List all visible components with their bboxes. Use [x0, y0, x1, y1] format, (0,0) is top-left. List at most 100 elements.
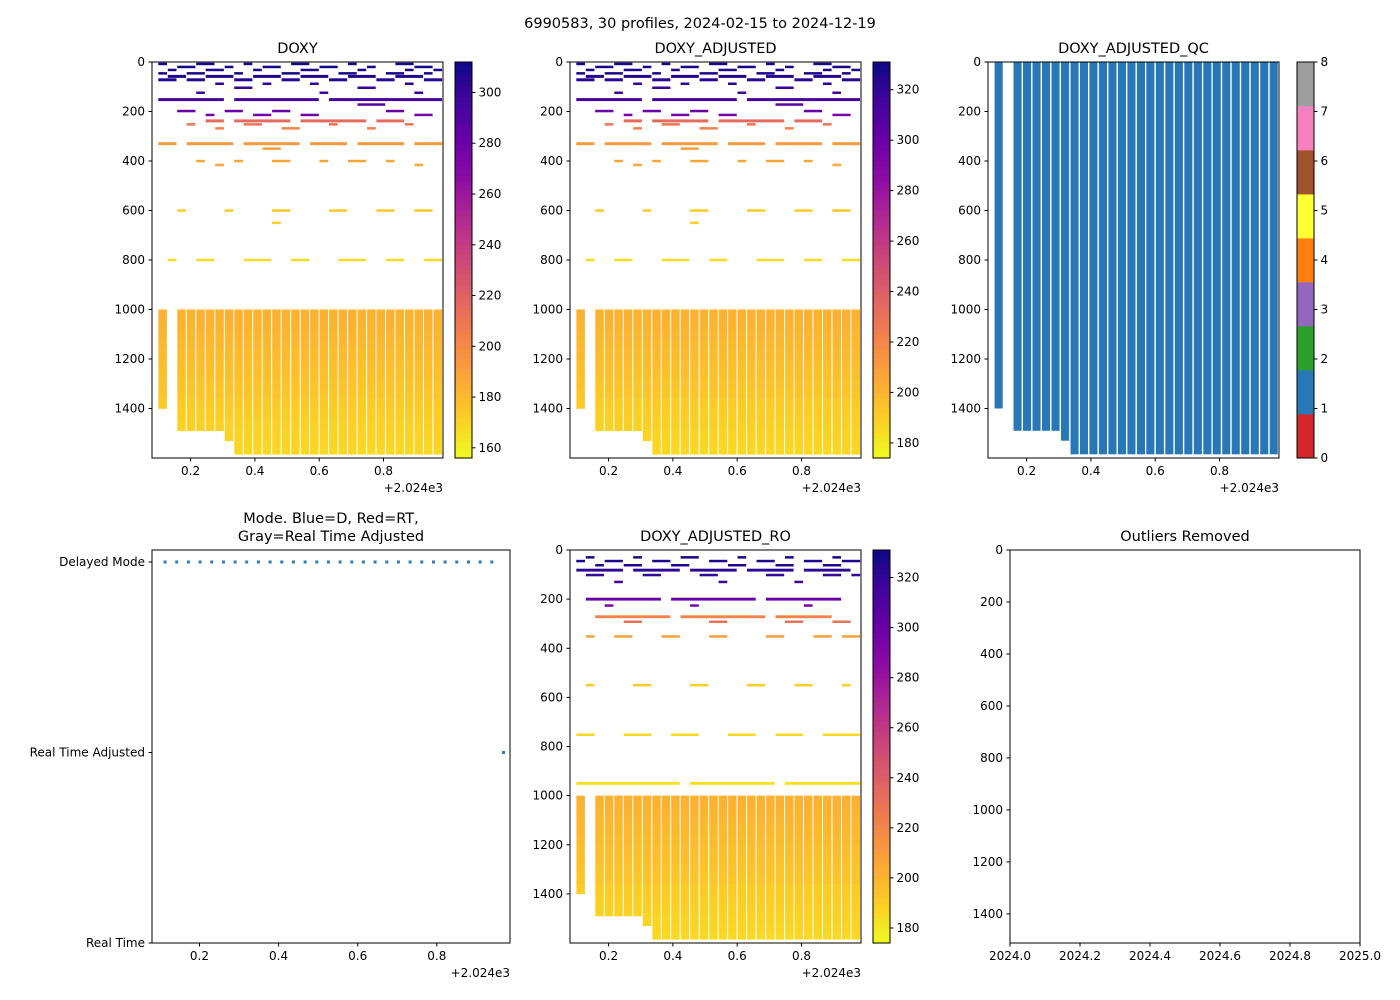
deep-block-cell — [794, 398, 803, 409]
heatmap-segment — [310, 82, 319, 85]
deep-block-cell — [281, 388, 291, 399]
deep-block-cell — [433, 438, 442, 449]
deep-block-cell — [357, 309, 367, 320]
deep-block-cell — [595, 418, 604, 429]
colorbar-gradient-step — [455, 284, 472, 291]
deep-block-cell — [367, 319, 376, 330]
colorbar-tick-label: 7 — [1321, 105, 1329, 119]
deep-block-cell — [177, 339, 186, 350]
deep-block-cell — [775, 854, 785, 865]
y-tick-label: 200 — [122, 105, 145, 119]
y-tick-label: 800 — [122, 253, 145, 267]
deep-block-cell — [633, 378, 642, 389]
deep-block-cell — [728, 854, 737, 865]
mode-dot — [280, 560, 284, 564]
deep-block-cell — [186, 418, 196, 429]
deep-block-cell — [300, 408, 310, 419]
deep-block-cell — [357, 359, 367, 370]
deep-block-cell — [842, 408, 851, 419]
y-tick-label: 0 — [555, 55, 563, 69]
mode-dot — [198, 560, 202, 564]
heatmap-segment — [272, 109, 291, 113]
heatmap-segment — [671, 68, 680, 72]
heatmap-segment — [803, 559, 823, 563]
deep-block-cell — [186, 368, 196, 380]
deep-block-cell — [186, 428, 196, 432]
deep-block-cell — [690, 795, 699, 806]
heatmap-segment — [832, 209, 851, 212]
colorbar-gradient-step — [455, 170, 472, 177]
mode-dot — [291, 560, 295, 564]
deep-block-cell — [395, 319, 404, 330]
deep-block-cell — [329, 408, 338, 419]
heatmap-segment — [367, 127, 376, 130]
heatmap-segment — [690, 683, 709, 687]
deep-block-cell — [424, 388, 433, 399]
colorbar-gradient-step — [873, 101, 890, 108]
deep-block-cell — [728, 438, 737, 449]
deep-block-cell — [747, 349, 756, 360]
deep-block-cell — [804, 378, 813, 389]
deep-block-cell — [576, 378, 585, 389]
deep-block-cell — [832, 398, 841, 409]
deep-block-cell — [661, 933, 671, 940]
colorbar-gradient-step — [873, 383, 890, 390]
y-tick-label: 600 — [540, 204, 563, 218]
deep-block-cell — [623, 319, 633, 330]
colorbar-gradient-step — [455, 398, 472, 405]
heatmap-segment — [699, 78, 718, 82]
deep-block-cell — [576, 825, 585, 836]
deep-block-cell — [386, 329, 395, 340]
deep-block-cell — [756, 388, 766, 399]
deep-block-cell — [576, 874, 585, 885]
y-tick-label: 1000 — [114, 303, 145, 317]
deep-block-cell — [196, 339, 205, 350]
deep-block-cell — [205, 398, 215, 409]
deep-block-cell — [851, 329, 860, 340]
deep-block-cell — [633, 349, 642, 360]
deep-block-cell — [405, 438, 414, 449]
heatmap-segment — [433, 68, 443, 72]
deep-block-cell — [158, 319, 167, 330]
deep-block-cell — [832, 418, 841, 429]
colorbar-gradient-step — [873, 131, 890, 137]
deep-block-cell — [243, 378, 253, 389]
deep-block-cell — [690, 874, 699, 885]
deep-block-cell — [747, 339, 756, 350]
deep-block-cell — [291, 418, 300, 429]
deep-block-cell — [281, 349, 291, 360]
deep-block-cell — [728, 933, 737, 940]
deep-block-cell — [595, 884, 604, 895]
deep-block-cell — [766, 329, 775, 340]
colorbar-tick-label: 260 — [897, 721, 920, 735]
panel-title: Outliers Removed — [1120, 529, 1249, 545]
deep-block-cell — [766, 864, 775, 875]
deep-block-cell — [785, 378, 794, 389]
deep-block-cell — [652, 438, 661, 449]
heatmap-segment — [234, 159, 243, 163]
qc-column — [1013, 62, 1022, 431]
deep-block-cell — [718, 388, 728, 399]
deep-block-cell — [728, 339, 737, 350]
heatmap-segment — [718, 119, 785, 123]
deep-block-cell — [823, 418, 832, 429]
deep-block-cell — [813, 349, 822, 360]
deep-block-cell — [680, 398, 690, 409]
deep-block-cell — [804, 884, 813, 895]
deep-block-cell — [766, 378, 775, 389]
deep-block-cell — [395, 388, 404, 399]
deep-block-cell — [699, 805, 709, 816]
deep-block-cell — [357, 329, 367, 340]
deep-block-cell — [728, 913, 737, 924]
deep-block-cell — [623, 854, 633, 865]
colorbar-gradient-step — [455, 314, 472, 320]
heatmap-segment — [728, 733, 756, 736]
deep-block-cell — [357, 428, 367, 439]
deep-block-cell — [205, 428, 215, 432]
deep-block-cell — [756, 418, 766, 429]
colorbar-gradient-step — [455, 180, 472, 187]
deep-block-cell — [243, 319, 253, 330]
deep-block-cell — [319, 359, 329, 370]
